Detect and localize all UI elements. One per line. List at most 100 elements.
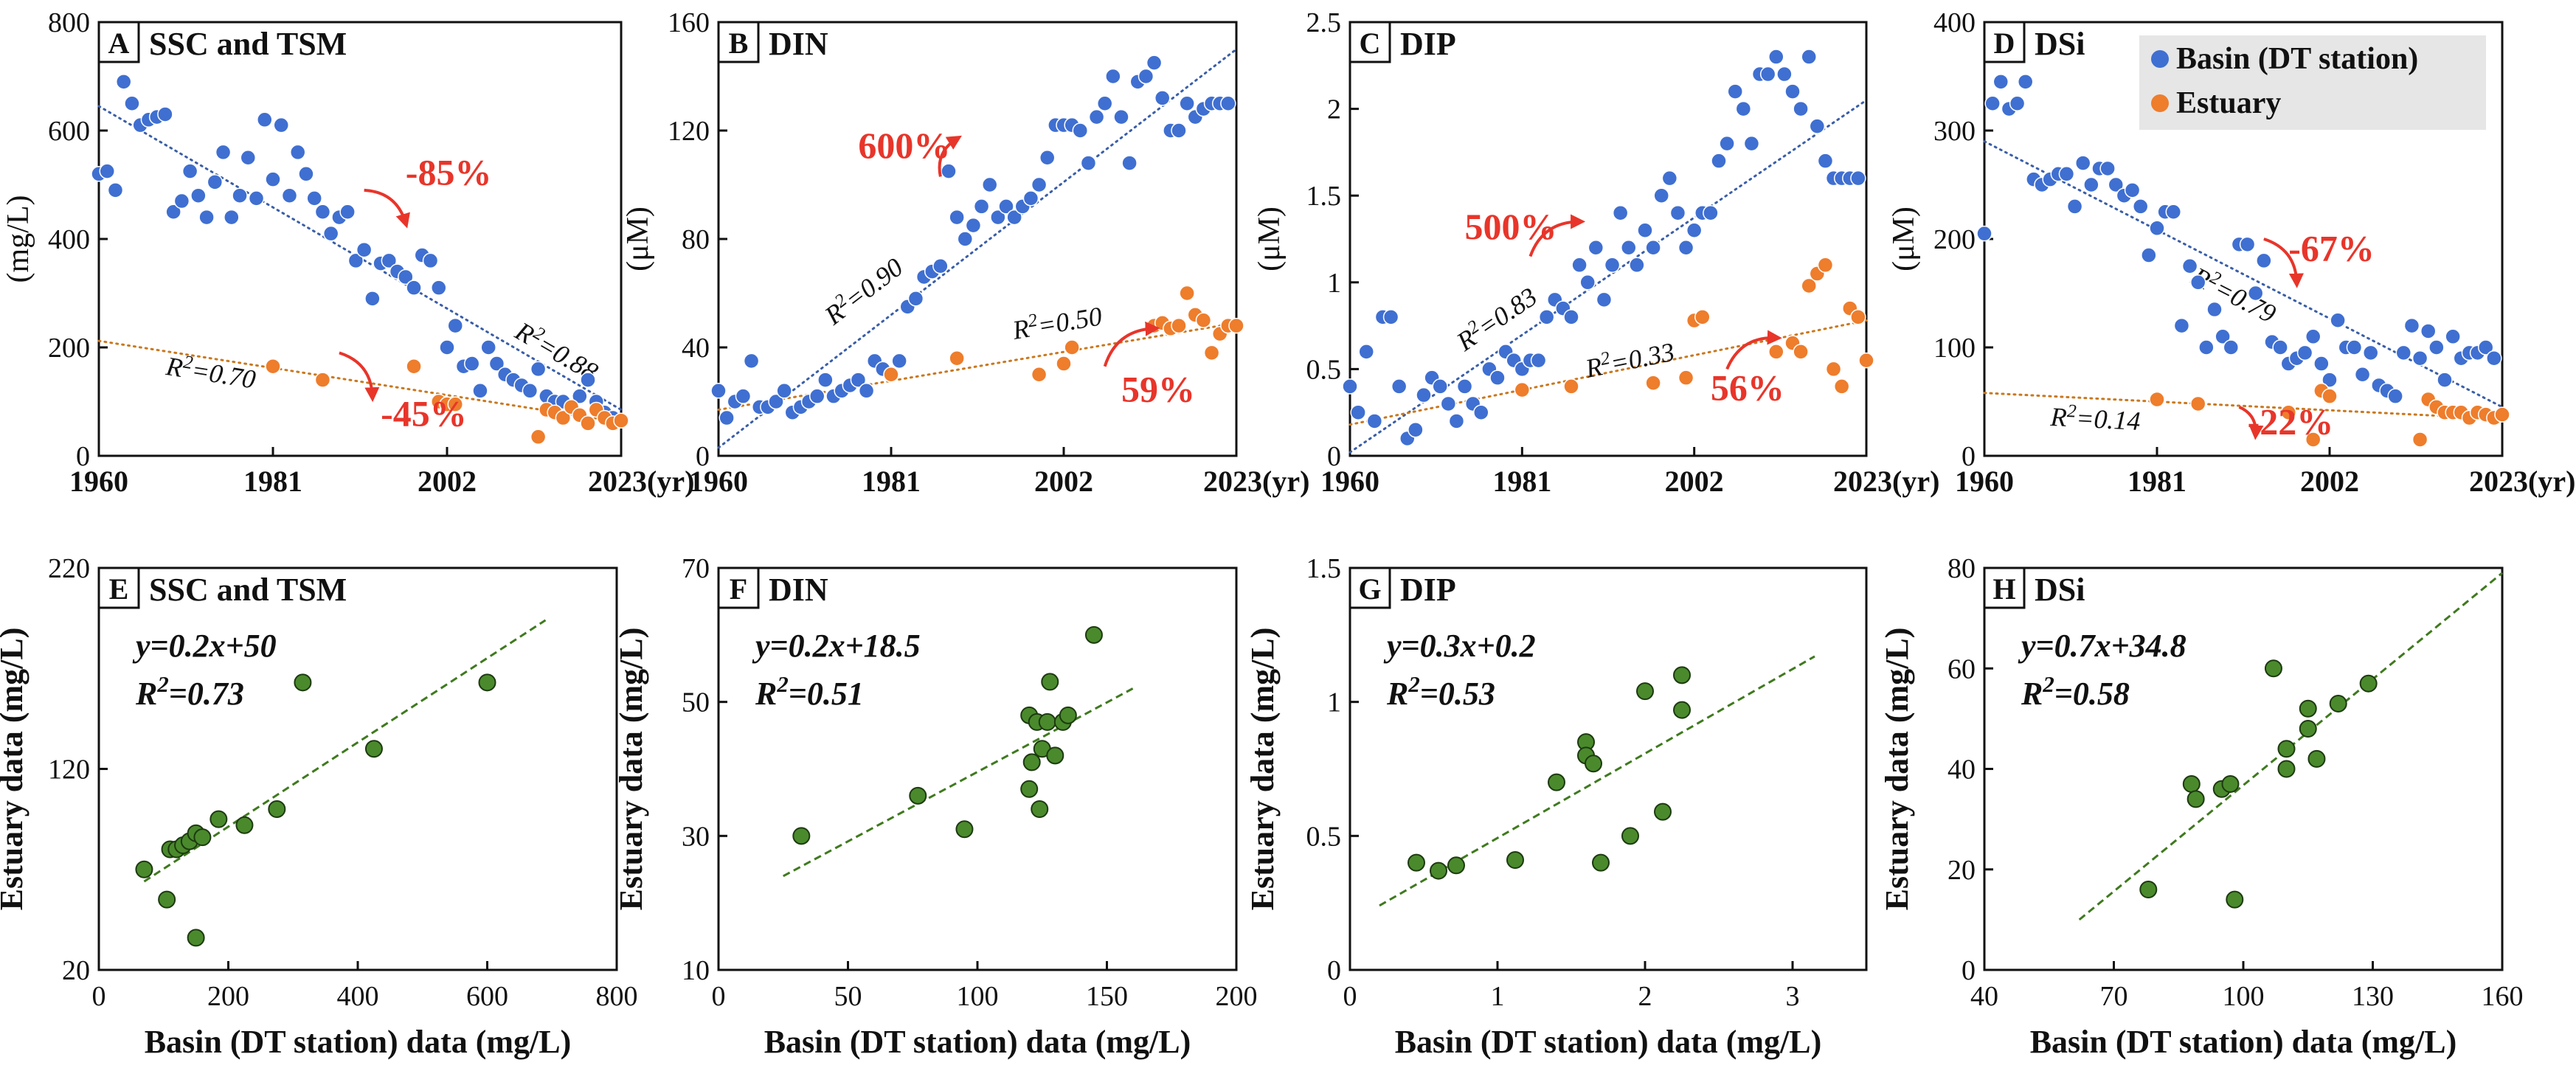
y-tick-label: 1.5: [1306, 553, 1342, 584]
basin-point: [422, 252, 439, 269]
basin-point: [1039, 150, 1056, 166]
basin-point: [339, 204, 356, 220]
scatter-point: [1084, 625, 1103, 644]
basin-point: [181, 163, 198, 179]
basin-point: [257, 111, 273, 128]
scatter-point: [1621, 827, 1639, 845]
basin-point: [1612, 204, 1629, 221]
basin-point: [932, 258, 949, 274]
y-tick-label: 30: [682, 821, 710, 852]
y-tick-label: 0: [76, 441, 90, 472]
estuary-point: [2411, 431, 2428, 448]
basin-point: [768, 393, 784, 410]
basin-point: [2445, 328, 2461, 345]
basin-point: [2272, 339, 2288, 356]
panel-letter: C: [1360, 27, 1381, 60]
basin-point: [743, 353, 760, 370]
scatter-point: [1020, 780, 1039, 798]
panel-letter: G: [1358, 572, 1381, 606]
panel-letter: D: [1994, 27, 2015, 60]
basin-point: [2009, 95, 2026, 111]
panel-letter: B: [729, 27, 749, 60]
basin-point: [107, 182, 124, 198]
estuary-point: [949, 350, 965, 367]
basin-point: [1358, 344, 1374, 360]
basin-point: [99, 163, 115, 179]
basin-point: [1179, 95, 1195, 111]
basin-point: [1735, 100, 1752, 117]
x-tick-label: 600: [466, 981, 508, 1012]
panel-e: 0 200 400 600 800 20 120 220 E SSC and TSM Estuary…: [0, 553, 638, 1060]
basin-point: [1096, 95, 1113, 111]
basin-point: [447, 317, 463, 334]
basin-point: [306, 190, 322, 207]
scatter-point: [193, 828, 212, 847]
basin-point: [530, 361, 547, 378]
scatter-point: [1031, 800, 1049, 818]
estuary-point: [2280, 404, 2297, 420]
y-axis-label: (μM): [621, 207, 655, 271]
change-percent-label: 600%: [858, 125, 950, 166]
basin-point: [463, 356, 480, 372]
basin-point: [1776, 66, 1793, 83]
y-tick-label: 2: [1327, 94, 1341, 125]
regression-r2: R2=0.51: [755, 672, 864, 712]
legend-marker-basin: [2151, 50, 2169, 68]
estuary-point: [406, 358, 422, 375]
basin-point: [2330, 312, 2346, 328]
basin-point: [322, 225, 339, 242]
basin-point: [2099, 160, 2116, 177]
change-percent-label: 500%: [1465, 206, 1557, 247]
x-tick-label: 70: [2100, 981, 2128, 1012]
basin-point: [522, 383, 539, 399]
panel-c: 1960 1981 2002 2023(yr) 0 0.5 1 1.5 2 2.5 C DIP (μM)…: [1253, 7, 1939, 498]
scatter-point: [1548, 773, 1565, 791]
y-tick-label: 0: [1962, 955, 1976, 986]
y-tick-label: 0: [1327, 955, 1341, 986]
trendline: [1983, 140, 2504, 409]
basin-point: [1801, 49, 1817, 65]
basin-point: [1563, 309, 1579, 325]
scatter-point: [235, 816, 254, 834]
basin-point: [1080, 155, 1097, 171]
y-tick-label: 50: [682, 687, 710, 718]
basin-point: [347, 252, 364, 269]
trendline-r2-label: R2=0.14: [2049, 400, 2142, 436]
y-tick-label: 120: [668, 116, 710, 147]
basin-point: [2215, 328, 2231, 345]
basin-point: [981, 176, 998, 193]
basin-point: [572, 388, 588, 404]
trendline-r2-label: R2=0.90: [817, 251, 908, 331]
y-tick-label: 100: [1933, 333, 1976, 364]
basin-point: [776, 383, 792, 399]
estuary-point: [2321, 388, 2338, 404]
x-tick-label: 130: [2352, 981, 2394, 1012]
basin-point: [115, 74, 132, 90]
basin-point: [298, 166, 314, 182]
y-tick-label: 400: [1933, 7, 1976, 38]
estuary-point: [2305, 431, 2321, 448]
basin-point: [1121, 155, 1138, 171]
basin-point: [2305, 328, 2321, 345]
scatter-point: [2299, 720, 2317, 738]
basin-point: [809, 388, 825, 404]
estuary-point: [530, 429, 547, 445]
basin-point: [2189, 274, 2206, 291]
basin-point: [2141, 247, 2157, 263]
fit-line: [783, 687, 1134, 878]
basin-point: [1408, 421, 1424, 438]
y-tick-label: 160: [668, 7, 710, 38]
scatter-point: [210, 810, 228, 828]
legend-label-basin: Basin (DT station): [2176, 42, 2418, 76]
estuary-point: [1563, 378, 1579, 395]
change-percent-label: -67%: [2288, 227, 2375, 268]
basin-point: [2017, 74, 2034, 90]
basin-point: [207, 174, 224, 190]
y-axis-label: Estuary data (mg/L): [1244, 628, 1281, 911]
panel-b: 1960 1981 2002 2023(yr) 0 40 80 120 160 B DIN (μM) R…: [621, 7, 1309, 498]
panel-letter: E: [109, 572, 129, 606]
y-axis-label: (μM): [1887, 207, 1921, 271]
estuary-point: [447, 396, 463, 412]
basin-point: [1669, 204, 1686, 221]
scatter-point: [478, 673, 496, 692]
